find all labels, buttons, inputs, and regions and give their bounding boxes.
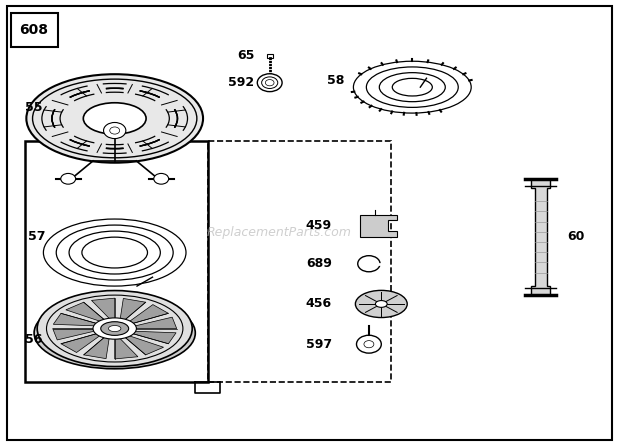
Text: 55: 55 — [25, 101, 43, 114]
Ellipse shape — [108, 325, 121, 332]
Ellipse shape — [37, 291, 192, 367]
Text: 597: 597 — [306, 337, 332, 351]
Circle shape — [61, 173, 76, 184]
Polygon shape — [84, 333, 110, 358]
Bar — [267, 54, 273, 58]
Circle shape — [265, 80, 274, 86]
Circle shape — [154, 173, 169, 184]
Ellipse shape — [355, 291, 407, 317]
Polygon shape — [119, 333, 164, 355]
Ellipse shape — [376, 300, 387, 308]
Ellipse shape — [34, 297, 195, 369]
Text: 58: 58 — [327, 74, 344, 87]
Ellipse shape — [93, 318, 136, 339]
Text: 60: 60 — [567, 230, 585, 244]
Polygon shape — [66, 302, 110, 325]
Polygon shape — [92, 298, 115, 324]
Polygon shape — [53, 329, 105, 340]
Polygon shape — [123, 304, 169, 326]
Circle shape — [262, 77, 278, 89]
Circle shape — [104, 122, 126, 139]
Text: 456: 456 — [306, 297, 332, 311]
Polygon shape — [124, 317, 177, 329]
Polygon shape — [531, 179, 550, 295]
Text: 57: 57 — [29, 230, 46, 244]
Text: 608: 608 — [20, 23, 48, 37]
Circle shape — [110, 127, 120, 134]
Bar — [11, 13, 58, 47]
Text: ReplacementParts.com: ReplacementParts.com — [206, 226, 352, 239]
Polygon shape — [360, 215, 397, 237]
Polygon shape — [61, 331, 107, 353]
Text: 689: 689 — [306, 257, 332, 270]
Bar — [208, 141, 391, 382]
Text: 592: 592 — [228, 76, 254, 89]
Circle shape — [364, 341, 374, 348]
Text: 65: 65 — [237, 49, 254, 63]
Text: 459: 459 — [306, 219, 332, 232]
Ellipse shape — [100, 322, 129, 335]
Polygon shape — [119, 299, 146, 325]
Circle shape — [356, 335, 381, 353]
Ellipse shape — [26, 74, 203, 163]
Bar — [25, 141, 208, 382]
Polygon shape — [115, 333, 138, 359]
Polygon shape — [53, 313, 107, 326]
Circle shape — [257, 74, 282, 92]
Polygon shape — [123, 331, 176, 344]
Text: 56: 56 — [25, 333, 43, 346]
Ellipse shape — [83, 103, 146, 134]
Ellipse shape — [32, 79, 197, 158]
